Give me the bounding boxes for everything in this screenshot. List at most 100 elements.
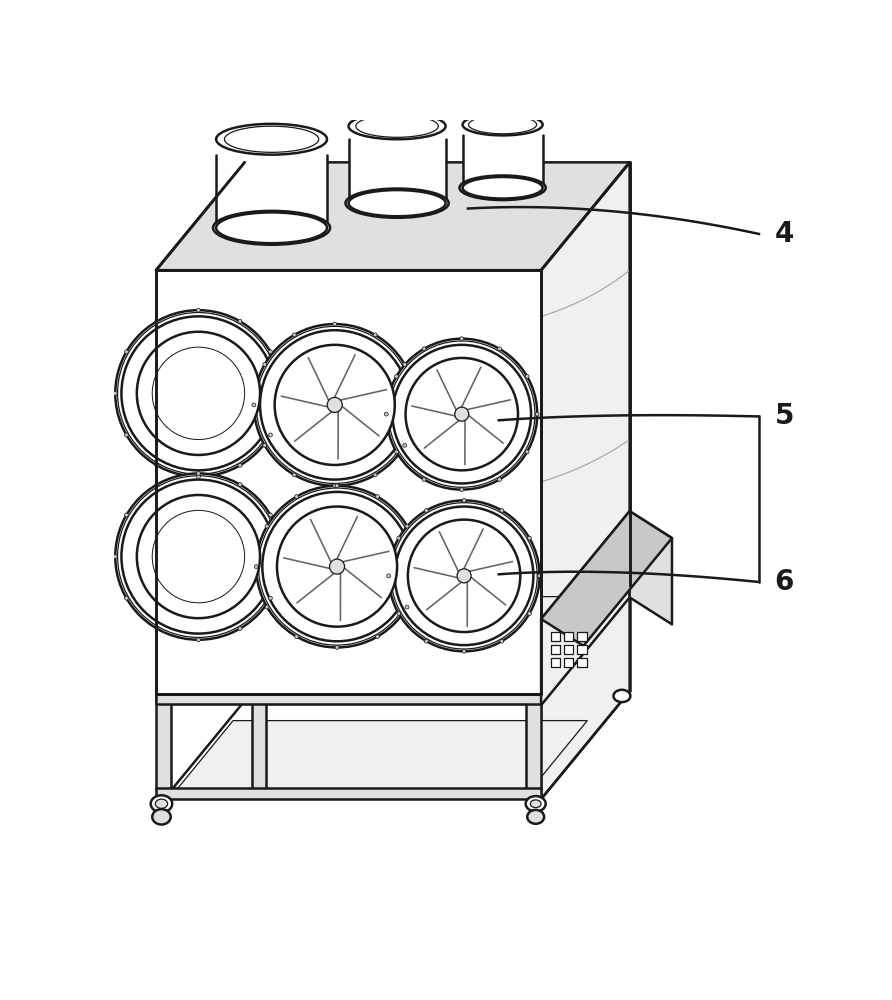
Ellipse shape bbox=[498, 478, 501, 481]
Polygon shape bbox=[630, 511, 672, 624]
Ellipse shape bbox=[125, 596, 128, 600]
Ellipse shape bbox=[535, 412, 539, 416]
Ellipse shape bbox=[121, 316, 276, 470]
Ellipse shape bbox=[115, 473, 282, 640]
Ellipse shape bbox=[408, 520, 520, 632]
Ellipse shape bbox=[265, 524, 268, 528]
Ellipse shape bbox=[275, 345, 395, 465]
Polygon shape bbox=[463, 135, 542, 188]
Ellipse shape bbox=[268, 596, 272, 600]
Ellipse shape bbox=[500, 509, 504, 512]
Ellipse shape bbox=[155, 627, 159, 631]
Polygon shape bbox=[564, 645, 574, 654]
Ellipse shape bbox=[268, 433, 272, 437]
Ellipse shape bbox=[238, 463, 242, 467]
Ellipse shape bbox=[455, 407, 469, 421]
Ellipse shape bbox=[263, 363, 267, 366]
Ellipse shape bbox=[397, 612, 401, 615]
Ellipse shape bbox=[115, 310, 282, 477]
Ellipse shape bbox=[155, 463, 159, 467]
Ellipse shape bbox=[460, 488, 464, 492]
Text: 5: 5 bbox=[774, 402, 794, 430]
Ellipse shape bbox=[422, 478, 426, 481]
Ellipse shape bbox=[498, 347, 501, 351]
Ellipse shape bbox=[151, 795, 172, 812]
Ellipse shape bbox=[125, 350, 128, 354]
Polygon shape bbox=[541, 511, 672, 646]
Ellipse shape bbox=[153, 809, 170, 825]
Ellipse shape bbox=[196, 308, 201, 312]
Polygon shape bbox=[564, 632, 574, 641]
Ellipse shape bbox=[425, 509, 428, 512]
Polygon shape bbox=[541, 162, 630, 694]
Polygon shape bbox=[551, 658, 560, 667]
Ellipse shape bbox=[125, 513, 128, 517]
Text: 4: 4 bbox=[774, 220, 794, 248]
Ellipse shape bbox=[373, 473, 377, 477]
Ellipse shape bbox=[196, 472, 201, 475]
Polygon shape bbox=[216, 155, 327, 228]
Ellipse shape bbox=[387, 574, 391, 578]
Polygon shape bbox=[156, 162, 630, 270]
Ellipse shape bbox=[422, 347, 426, 351]
Polygon shape bbox=[564, 658, 574, 667]
Ellipse shape bbox=[345, 189, 449, 218]
Polygon shape bbox=[541, 586, 630, 799]
Text: 6: 6 bbox=[774, 568, 794, 596]
Ellipse shape bbox=[252, 403, 256, 407]
Ellipse shape bbox=[238, 627, 242, 631]
Ellipse shape bbox=[254, 565, 258, 569]
Ellipse shape bbox=[527, 612, 532, 615]
Ellipse shape bbox=[392, 345, 531, 483]
Ellipse shape bbox=[333, 322, 336, 326]
Polygon shape bbox=[525, 694, 541, 790]
Ellipse shape bbox=[262, 492, 412, 641]
Ellipse shape bbox=[155, 319, 159, 323]
Ellipse shape bbox=[121, 480, 276, 634]
Ellipse shape bbox=[394, 450, 399, 454]
Ellipse shape bbox=[153, 510, 244, 603]
Ellipse shape bbox=[265, 605, 268, 609]
Polygon shape bbox=[171, 597, 595, 704]
Ellipse shape bbox=[414, 403, 417, 407]
Ellipse shape bbox=[405, 605, 409, 609]
Ellipse shape bbox=[216, 212, 327, 243]
Ellipse shape bbox=[335, 646, 339, 649]
Ellipse shape bbox=[293, 333, 296, 337]
Ellipse shape bbox=[280, 391, 284, 395]
Ellipse shape bbox=[238, 319, 242, 323]
Ellipse shape bbox=[459, 175, 546, 200]
Ellipse shape bbox=[238, 483, 242, 486]
Ellipse shape bbox=[525, 374, 529, 378]
Ellipse shape bbox=[329, 559, 344, 574]
Polygon shape bbox=[551, 645, 560, 654]
Ellipse shape bbox=[403, 443, 407, 447]
Ellipse shape bbox=[468, 115, 537, 134]
Ellipse shape bbox=[213, 211, 330, 245]
Ellipse shape bbox=[268, 513, 272, 517]
Ellipse shape bbox=[614, 690, 631, 702]
Ellipse shape bbox=[136, 332, 260, 455]
Ellipse shape bbox=[376, 635, 379, 639]
Ellipse shape bbox=[531, 800, 541, 808]
Polygon shape bbox=[577, 658, 587, 667]
Polygon shape bbox=[156, 694, 541, 704]
Ellipse shape bbox=[216, 124, 327, 155]
Polygon shape bbox=[577, 645, 587, 654]
Ellipse shape bbox=[335, 484, 339, 488]
Ellipse shape bbox=[153, 347, 244, 440]
Ellipse shape bbox=[113, 555, 117, 559]
Polygon shape bbox=[541, 511, 630, 705]
Ellipse shape bbox=[333, 484, 336, 488]
Ellipse shape bbox=[293, 473, 296, 477]
Ellipse shape bbox=[527, 536, 532, 540]
Ellipse shape bbox=[462, 649, 466, 653]
Ellipse shape bbox=[125, 433, 128, 437]
Ellipse shape bbox=[416, 565, 420, 569]
Polygon shape bbox=[171, 721, 587, 796]
Ellipse shape bbox=[327, 397, 343, 412]
Ellipse shape bbox=[405, 524, 409, 528]
Ellipse shape bbox=[113, 391, 117, 395]
Polygon shape bbox=[156, 694, 171, 790]
Ellipse shape bbox=[376, 495, 379, 499]
